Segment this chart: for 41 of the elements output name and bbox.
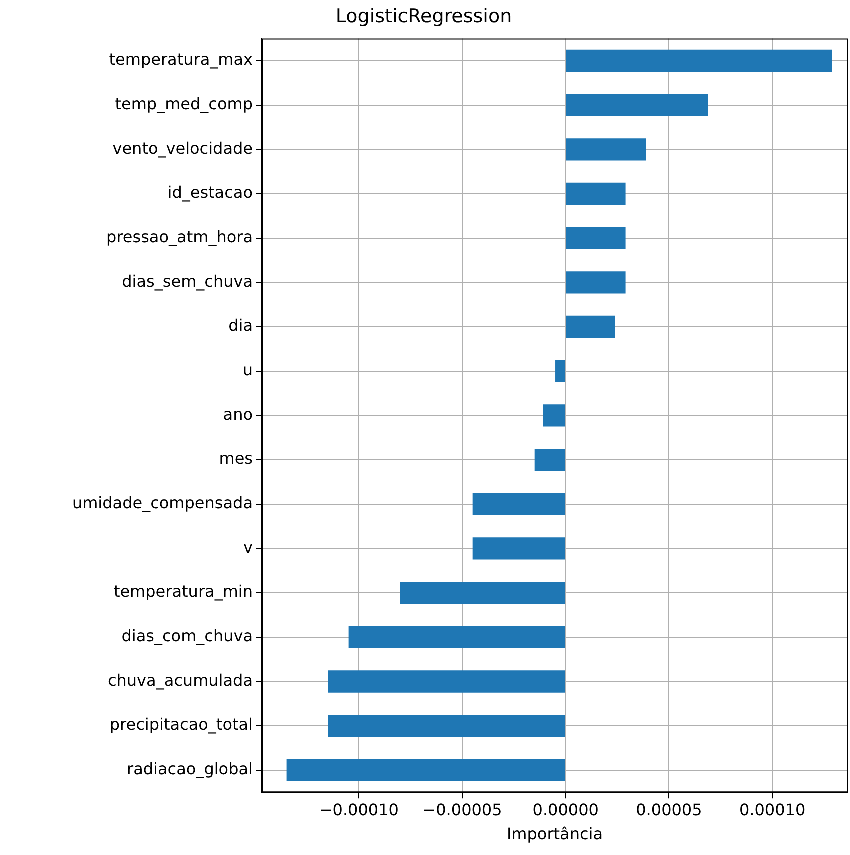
y-tick-label: precipitacao_total [110,715,253,734]
y-tick-label: pressao_atm_hora [106,227,253,246]
bar [328,715,566,738]
bar [472,538,566,560]
y-tick-label: umidade_compensada [72,494,253,513]
y-tick-label: id_estacao [168,183,253,202]
bar [348,626,566,648]
y-tick-label: temperatura_min [114,582,253,602]
bar [566,94,708,116]
y-tick-label: ano [223,404,253,424]
bar [328,670,566,693]
y-tick-label: dia [228,316,253,336]
bar [566,50,832,72]
bar [543,404,566,427]
y-tick-label: u [242,360,253,380]
bar [566,182,626,206]
y-tick-label: chuva_acumulada [108,670,253,690]
bar [566,227,626,250]
x-tick-label: −0.00010 [319,800,399,820]
bar [534,448,566,472]
x-tick-label: −0.00005 [422,800,502,820]
bar [556,360,566,382]
bar [566,138,646,161]
bar [472,493,566,516]
chart-title: LogisticRegression [336,5,512,28]
bar [566,316,616,338]
y-tick-label: dias_sem_chuva [122,272,253,291]
y-tick-label: temperatura_max [109,50,253,70]
y-tick-label: v [244,538,253,557]
x-axis-title: Importância [506,824,604,844]
y-tick-label: radiacao_global [127,760,253,779]
x-tick-label: 0.00010 [739,800,806,820]
y-tick-label: vento_velocidade [112,138,253,158]
x-tick-label: 0.00005 [636,800,702,820]
x-tick-label: 0.00000 [532,800,599,820]
y-tick-label: dias_com_chuva [122,626,253,646]
bar [286,759,566,782]
bar [400,582,566,604]
y-tick-label: mes [219,449,253,468]
bar [566,272,626,294]
y-tick-label: temp_med_comp [115,94,253,114]
